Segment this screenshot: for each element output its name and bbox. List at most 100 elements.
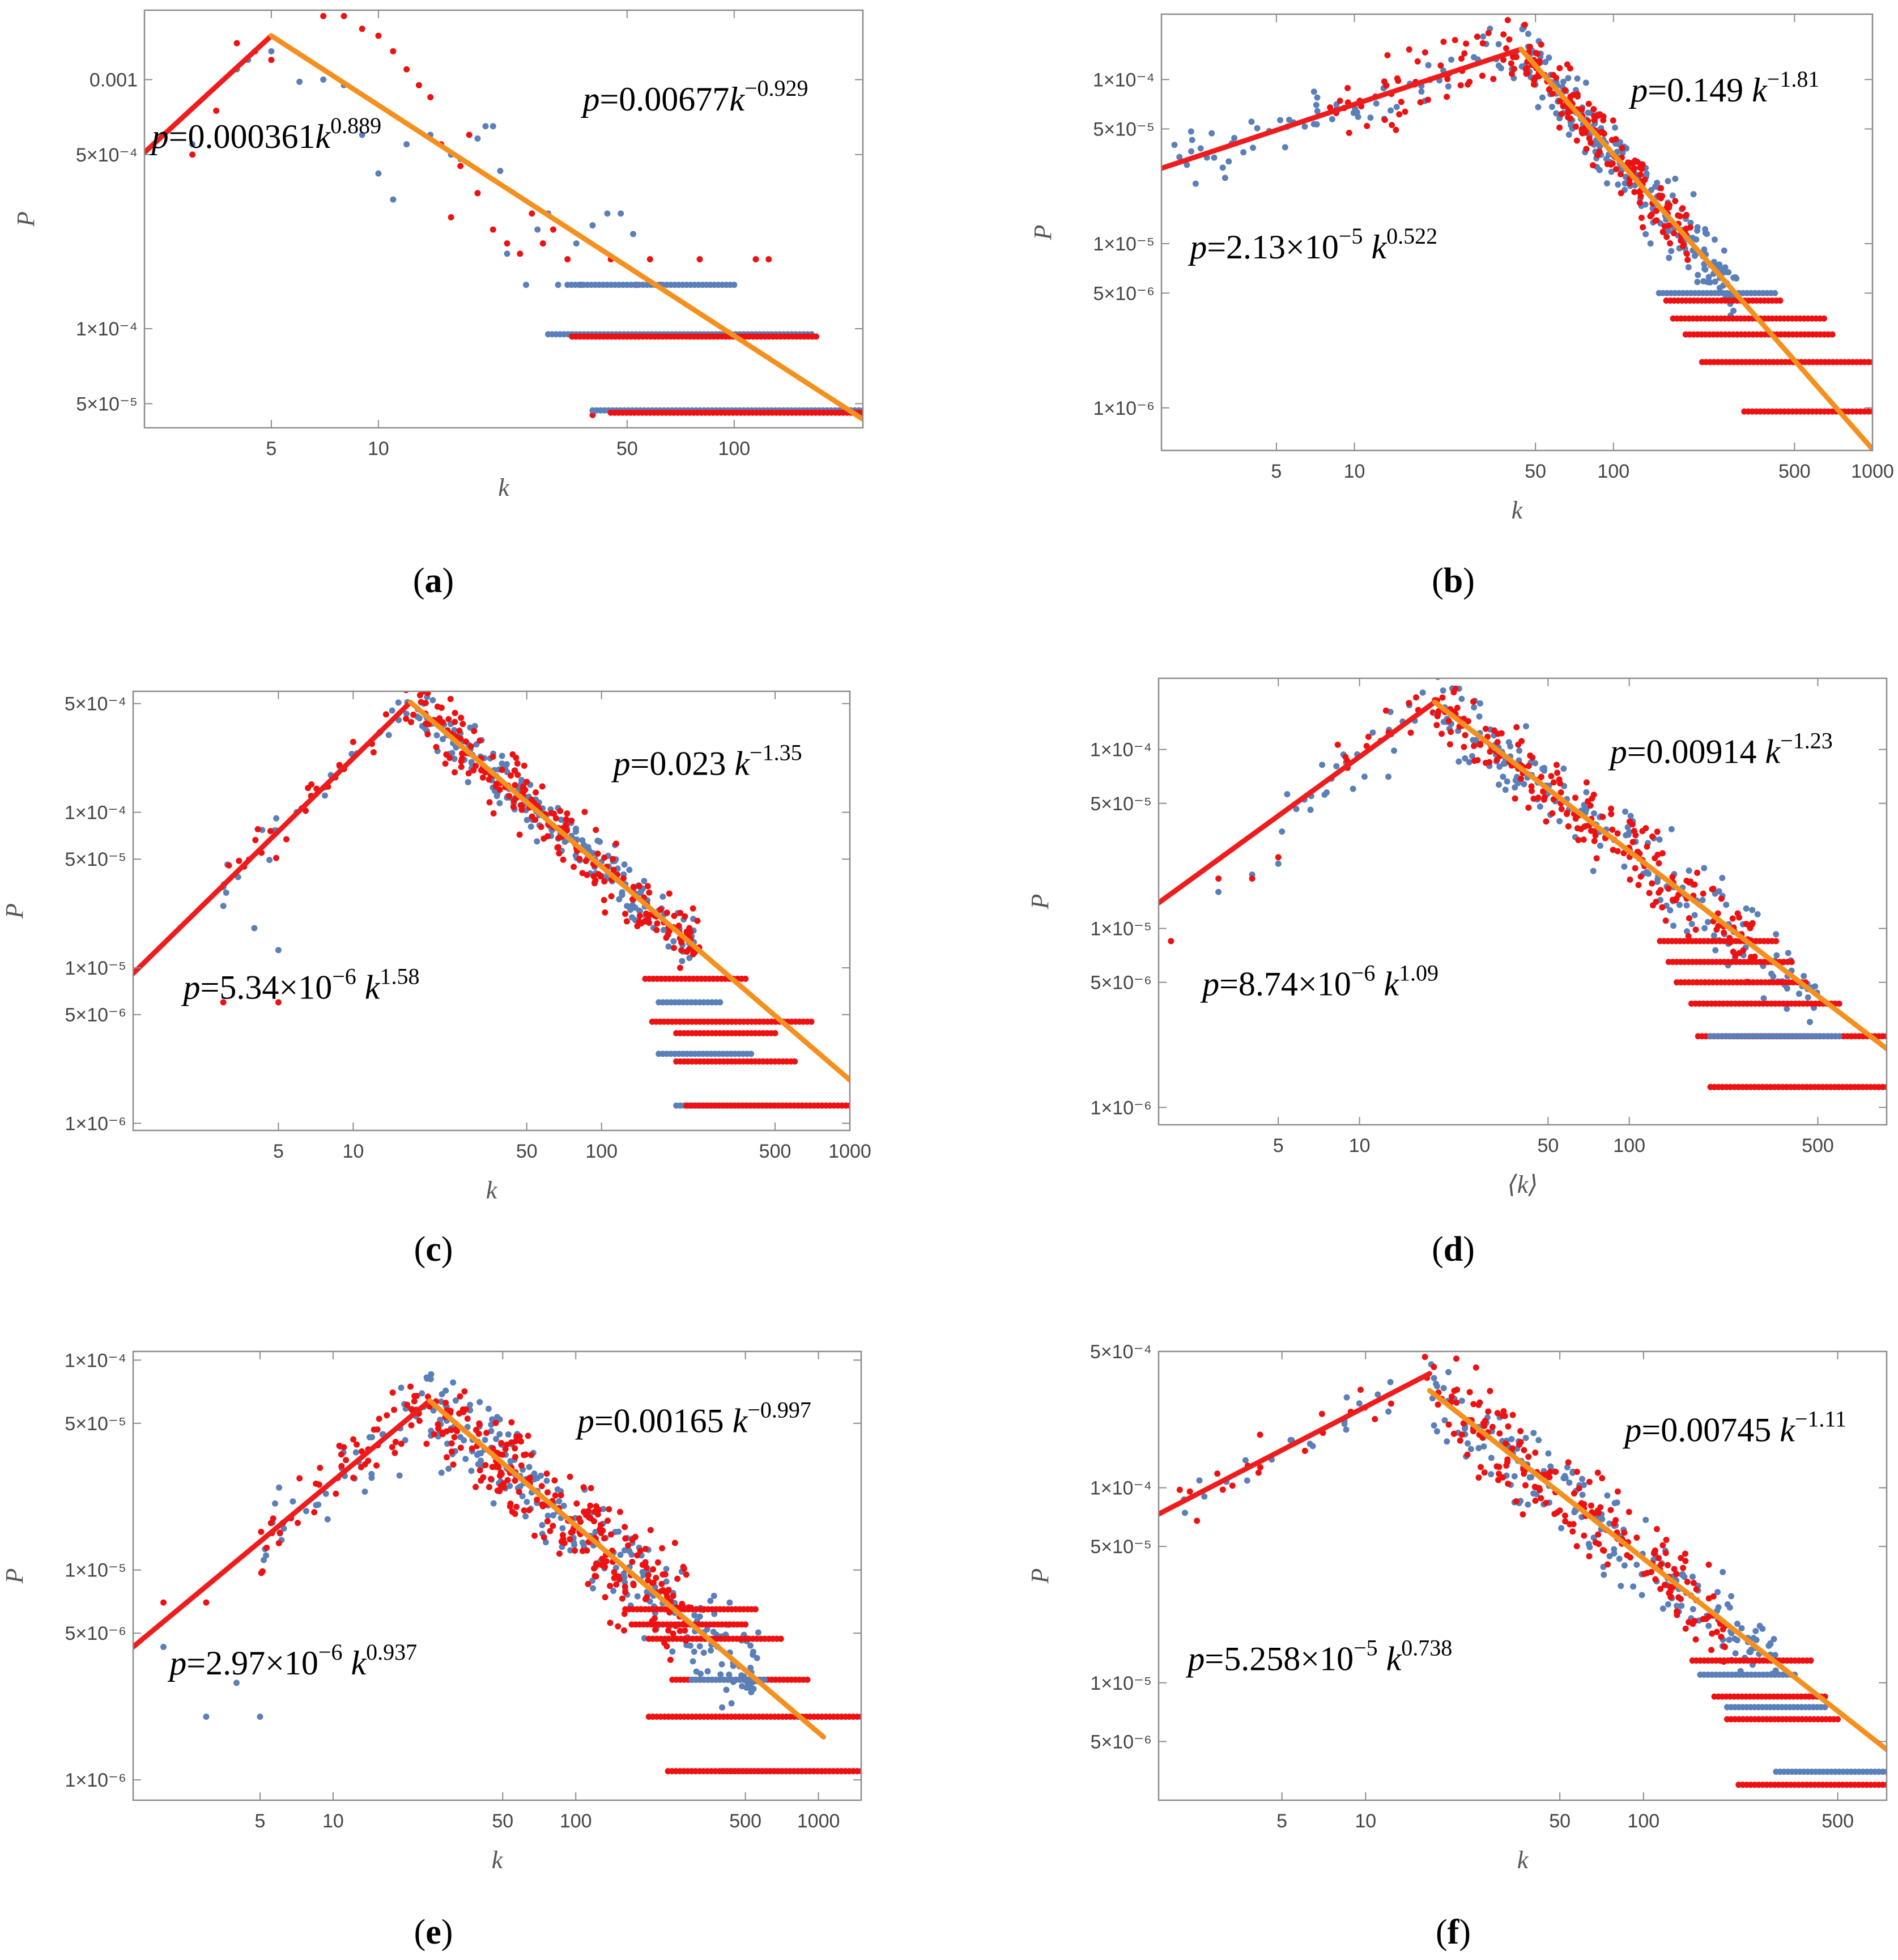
data-point-blue [1822, 1704, 1828, 1711]
data-point-red [690, 951, 696, 958]
data-point-blue [1579, 1491, 1586, 1498]
data-point-red [373, 1462, 380, 1469]
data-point-blue [567, 1547, 574, 1554]
eq-variable: k [1765, 733, 1781, 771]
data-point-blue [1647, 240, 1654, 247]
data-point-red [1691, 1618, 1698, 1625]
panel-caption: (f) [1436, 1913, 1471, 1952]
data-point-blue [1743, 905, 1750, 912]
data-point-blue [1350, 109, 1357, 116]
data-point-red [433, 743, 440, 750]
data-point-red [1626, 818, 1633, 825]
data-point-red [534, 1496, 541, 1503]
x-axis-label: k [498, 474, 510, 501]
caption-paren-open: ( [1432, 562, 1444, 600]
x-tick-label: 10 [342, 1141, 364, 1162]
x-tick-label: 1000 [797, 1810, 840, 1832]
data-point-red [622, 1524, 628, 1530]
data-point-red [1388, 1400, 1394, 1407]
data-point-blue [1242, 1457, 1249, 1464]
data-point-red [384, 1412, 390, 1419]
data-point-red [1560, 103, 1567, 109]
data-point-blue [1767, 1640, 1774, 1647]
data-point-red [696, 256, 703, 263]
data-point-red [1777, 297, 1784, 304]
data-point-blue [572, 828, 579, 835]
data-point-red [1431, 1363, 1437, 1370]
data-point-red [625, 1542, 632, 1549]
data-point-red [1641, 1571, 1648, 1578]
data-point-red [1682, 212, 1689, 219]
data-point-red [665, 1627, 672, 1634]
data-point-red [434, 703, 441, 710]
data-point-blue [1603, 155, 1610, 162]
caption-paren-open: ( [1432, 1230, 1444, 1269]
y-tick-label: 1×10⁻⁵ [65, 958, 126, 979]
data-point-red [1529, 754, 1536, 761]
data-point-blue [1458, 1397, 1465, 1404]
data-point-red [1534, 50, 1541, 57]
data-point-red [604, 1517, 611, 1524]
chart-panel-b: 5 10 50 100 500 1000 1×10⁻⁴ 5×10⁻⁵ 1×10⁻⁵ 5×10⁻⁶ 1… [1029, 13, 1894, 600]
data-point-blue [440, 735, 446, 742]
data-point-blue [1615, 181, 1622, 188]
data-point-red [1543, 818, 1550, 825]
fit-equation-low: p=2.97×10−6 k0.937 [167, 1639, 417, 1682]
data-point-blue [1385, 1408, 1392, 1415]
data-point-blue [385, 732, 392, 738]
data-point-red [667, 1656, 674, 1663]
data-point-blue [389, 707, 395, 714]
data-point-blue [1502, 786, 1509, 793]
data-point-red [1529, 788, 1535, 794]
data-point-blue [1476, 700, 1483, 707]
data-point-red [1508, 60, 1514, 67]
data-point-blue [490, 123, 496, 130]
data-point-red [567, 1536, 573, 1542]
data-point-red [1334, 741, 1341, 748]
fit-equation-high: p=0.00165 k−0.997 [575, 1397, 811, 1440]
data-point-red [602, 909, 608, 916]
data-point-blue [592, 1529, 599, 1536]
data-point-blue [1608, 168, 1615, 175]
data-point-blue [398, 1384, 405, 1391]
data-point-blue [1701, 246, 1708, 253]
data-point-red [1588, 139, 1594, 146]
eq-exponent-scale: −6 [332, 964, 356, 989]
data-point-red [462, 1406, 469, 1413]
data-point-blue [1385, 773, 1391, 780]
data-point-blue [626, 866, 633, 873]
data-point-red [1751, 953, 1758, 960]
data-point-blue [1642, 231, 1649, 237]
data-point-red [1434, 713, 1441, 720]
data-point-red [1690, 1580, 1697, 1587]
data-point-blue [1705, 1622, 1712, 1629]
y-tick-label: 1×10⁻⁵ [1090, 919, 1152, 940]
data-point-blue [497, 168, 504, 175]
data-point-blue [1731, 1635, 1738, 1642]
x-tick-label: 100 [585, 1141, 618, 1162]
caption-letter: a [425, 562, 442, 600]
eq-exponent: −1.11 [1795, 1406, 1846, 1431]
data-point-red [1618, 190, 1624, 197]
data-point-blue [1248, 118, 1255, 125]
x-tick-label: 50 [516, 1141, 538, 1162]
data-point-red [593, 1503, 599, 1510]
data-point-red [1532, 1498, 1539, 1504]
data-point-red [1610, 117, 1616, 124]
data-point-red [602, 1594, 608, 1601]
data-point-red [512, 1445, 518, 1452]
data-point-red [541, 1534, 547, 1541]
data-point-red [1574, 825, 1581, 832]
data-point-red [389, 1389, 396, 1396]
data-point-blue [251, 925, 258, 932]
data-point-blue [1665, 228, 1672, 235]
x-axis-label: k [486, 1176, 498, 1204]
data-point-red [1672, 198, 1679, 205]
data-point-red [1573, 1469, 1580, 1476]
data-point-red [1653, 898, 1659, 905]
data-point-blue [451, 755, 458, 762]
data-point-red [1318, 1410, 1325, 1417]
data-point-red [752, 1606, 759, 1613]
data-point-red [601, 878, 608, 885]
data-point-red [1632, 832, 1639, 839]
